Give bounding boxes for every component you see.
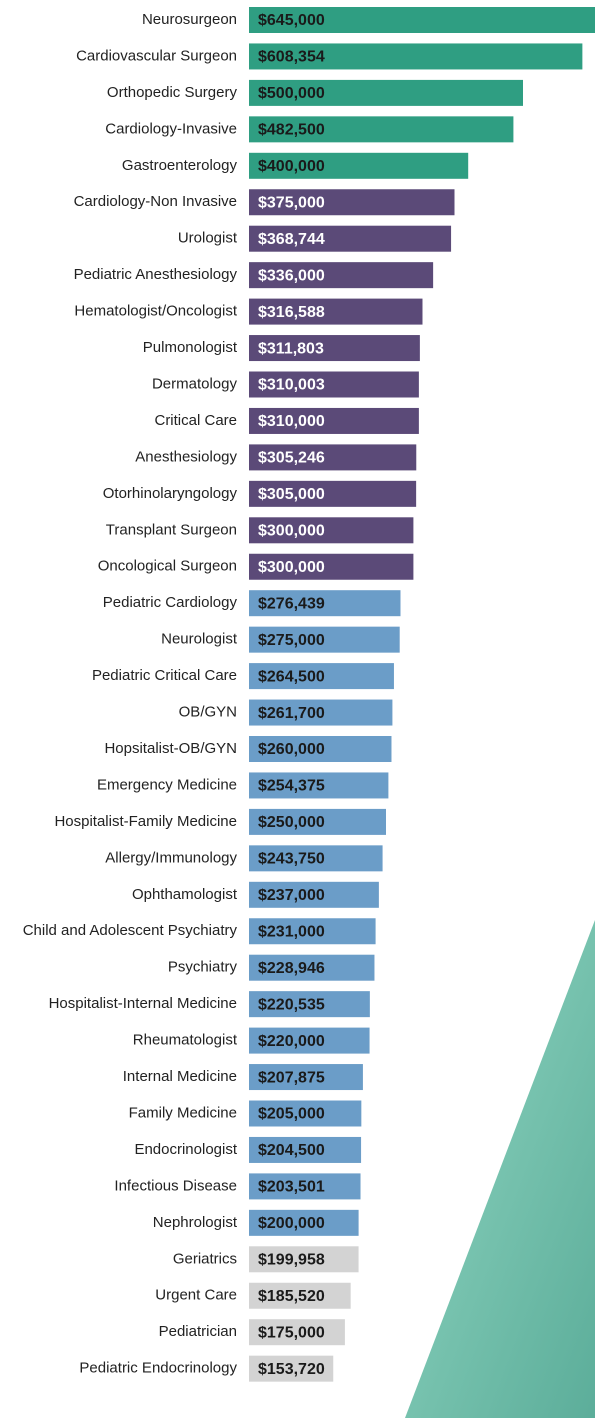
- value-label: $261,700: [258, 705, 325, 722]
- category-label: Allergy/Immunology: [105, 849, 237, 866]
- value-label: $204,500: [258, 1142, 325, 1159]
- value-label: $250,000: [258, 814, 325, 831]
- value-label: $608,354: [258, 49, 325, 66]
- category-label: Psychiatry: [168, 959, 238, 976]
- value-label: $645,000: [258, 12, 325, 29]
- value-label: $316,588: [258, 304, 325, 321]
- value-label: $199,958: [258, 1252, 325, 1269]
- category-label: Urologist: [178, 230, 238, 247]
- category-label: Cardiology-Non Invasive: [74, 193, 237, 210]
- category-label: Emergency Medicine: [97, 776, 237, 793]
- value-label: $500,000: [258, 85, 325, 102]
- value-label: $205,000: [258, 1106, 325, 1123]
- value-label: $336,000: [258, 267, 325, 284]
- value-label: $368,744: [258, 231, 325, 248]
- decoration: [405, 920, 595, 1418]
- value-label: $310,000: [258, 413, 325, 430]
- category-label: Pediatric Cardiology: [103, 594, 238, 611]
- value-label: $305,000: [258, 486, 325, 503]
- category-label: Nephrologist: [153, 1214, 238, 1231]
- value-label: $276,439: [258, 595, 325, 612]
- category-label: Hopsitalist-OB/GYN: [104, 740, 237, 757]
- value-label: $207,875: [258, 1069, 325, 1086]
- value-label: $264,500: [258, 668, 325, 685]
- category-label: Geriatrics: [173, 1250, 237, 1267]
- category-label: Endocrinologist: [134, 1141, 237, 1158]
- value-label: $482,500: [258, 122, 325, 139]
- category-label: Rheumatologist: [133, 1032, 238, 1049]
- value-label: $300,000: [258, 559, 325, 576]
- value-label: $153,720: [258, 1361, 325, 1378]
- value-label: $220,000: [258, 1033, 325, 1050]
- category-label: Ophthamologist: [132, 886, 238, 903]
- value-label: $243,750: [258, 851, 325, 868]
- category-label: Family Medicine: [129, 1104, 237, 1121]
- value-label: $311,803: [258, 340, 324, 357]
- category-label: Pediatrician: [159, 1323, 237, 1340]
- category-label: Cardiovascular Surgeon: [76, 47, 237, 64]
- value-label: $203,501: [258, 1179, 325, 1196]
- value-label: $237,000: [258, 887, 325, 904]
- value-label: $375,000: [258, 194, 325, 211]
- category-label: Hematologist/Oncologist: [74, 303, 237, 320]
- value-label: $228,946: [258, 960, 325, 977]
- category-label: Pediatric Critical Care: [92, 667, 237, 684]
- value-label: $260,000: [258, 741, 325, 758]
- category-label: Neurologist: [161, 631, 238, 648]
- value-label: $175,000: [258, 1324, 325, 1341]
- category-label: Pulmonologist: [143, 339, 238, 356]
- value-label: $185,520: [258, 1288, 325, 1305]
- category-label: Neurosurgeon: [142, 11, 237, 28]
- category-label: Pediatric Anesthesiology: [74, 266, 238, 283]
- category-label: Dermatology: [152, 375, 238, 392]
- category-label: OB/GYN: [179, 704, 237, 721]
- category-label: Oncological Surgeon: [98, 558, 237, 575]
- category-label: Anesthesiology: [135, 448, 237, 465]
- category-label: Pediatric Endocrinology: [79, 1360, 237, 1377]
- category-label: Orthopedic Surgery: [107, 84, 238, 101]
- value-label: $305,246: [258, 450, 325, 467]
- value-label: $231,000: [258, 923, 325, 940]
- category-label: Hospitalist-Family Medicine: [54, 813, 237, 830]
- value-label: $300,000: [258, 523, 325, 540]
- value-label: $254,375: [258, 778, 325, 795]
- category-label: Hospitalist-Internal Medicine: [49, 995, 237, 1012]
- value-label: $200,000: [258, 1215, 325, 1232]
- chart: Neurosurgeon $645,000 Cardiovascular Surge…: [0, 0, 595, 1418]
- category-label: Internal Medicine: [123, 1068, 237, 1085]
- category-label: Cardiology-Invasive: [105, 120, 237, 137]
- category-label: Gastroenterology: [122, 157, 238, 174]
- value-label: $220,535: [258, 996, 325, 1013]
- category-label: Child and Adolescent Psychiatry: [23, 922, 238, 939]
- category-label: Critical Care: [154, 412, 237, 429]
- category-label: Infectious Disease: [114, 1177, 237, 1194]
- category-label: Otorhinolaryngology: [103, 485, 238, 502]
- value-label: $310,003: [258, 377, 325, 394]
- value-label: $400,000: [258, 158, 325, 175]
- category-label: Urgent Care: [155, 1287, 237, 1304]
- category-label: Transplant Surgeon: [106, 521, 237, 538]
- value-label: $275,000: [258, 632, 325, 649]
